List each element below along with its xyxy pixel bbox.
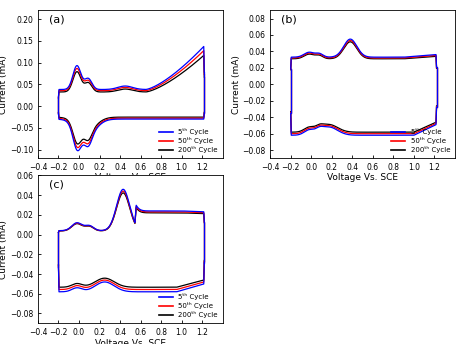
Text: (b): (b) xyxy=(281,15,297,25)
Legend: 5ᵗʰ Cycle, 50ᵗʰ Cycle, 200ᵗʰ Cycle: 5ᵗʰ Cycle, 50ᵗʰ Cycle, 200ᵗʰ Cycle xyxy=(156,126,221,156)
Text: (c): (c) xyxy=(49,180,64,190)
Text: (a): (a) xyxy=(49,15,64,25)
Legend: 5ᵗʰ Cycle, 50ᵗʰ Cycle, 200ᵗʰ Cycle: 5ᵗʰ Cycle, 50ᵗʰ Cycle, 200ᵗʰ Cycle xyxy=(156,291,221,321)
X-axis label: Voltage Vs. SCE: Voltage Vs. SCE xyxy=(95,173,166,182)
Y-axis label: Current (mA): Current (mA) xyxy=(0,55,8,114)
Legend: 5ᵗʰ Cycle, 50ᵗʰ Cycle, 200ᵗʰ Cycle: 5ᵗʰ Cycle, 50ᵗʰ Cycle, 200ᵗʰ Cycle xyxy=(389,126,453,156)
X-axis label: Voltage Vs. SCE: Voltage Vs. SCE xyxy=(327,173,398,182)
Y-axis label: Current (mA): Current (mA) xyxy=(232,55,240,114)
Y-axis label: Current (mA): Current (mA) xyxy=(0,220,8,279)
X-axis label: Voltage Vs. SCE: Voltage Vs. SCE xyxy=(95,338,166,344)
